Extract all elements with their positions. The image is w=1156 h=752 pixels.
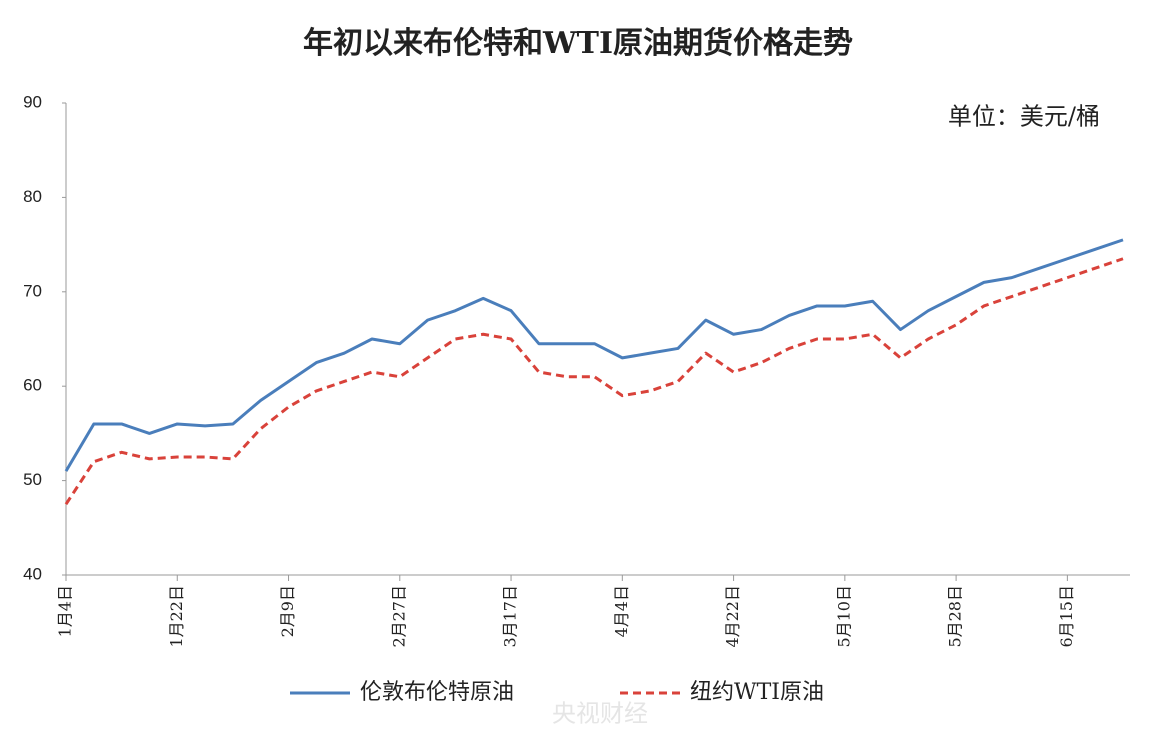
- y-tick-label: 70: [23, 281, 42, 300]
- line-series: [64, 238, 1124, 472]
- x-tick-label: 3月17日: [501, 585, 520, 648]
- x-tick-label: 1月4日: [56, 585, 75, 637]
- x-tick-label: 6月15日: [1057, 585, 1076, 648]
- y-tick-label: 60: [23, 376, 42, 395]
- legend-label: 纽约WTI原油: [690, 680, 824, 705]
- x-tick-label: 4月22日: [723, 585, 742, 648]
- y-tick-label: 90: [23, 92, 42, 111]
- x-tick-label: 4月4日: [612, 585, 631, 637]
- y-tick-label: 50: [23, 470, 42, 489]
- line-series: [64, 257, 1124, 506]
- x-tick-label: 1月22日: [167, 585, 186, 648]
- y-tick-label: 80: [23, 187, 42, 206]
- x-tick-label: 2月27日: [389, 585, 408, 648]
- unit-note: 单位：美元/桶: [948, 103, 1100, 131]
- legend-label: 伦敦布伦特原油: [360, 680, 514, 705]
- y-tick-label: 40: [23, 564, 42, 583]
- watermark: 央视财经: [552, 700, 648, 728]
- x-tick-label: 5月10日: [834, 585, 853, 648]
- x-tick-label: 5月28日: [946, 585, 965, 648]
- x-tick-label: 2月9日: [278, 585, 297, 637]
- chart-title: 年初以来布伦特和WTI原油期货价格走势: [303, 26, 853, 61]
